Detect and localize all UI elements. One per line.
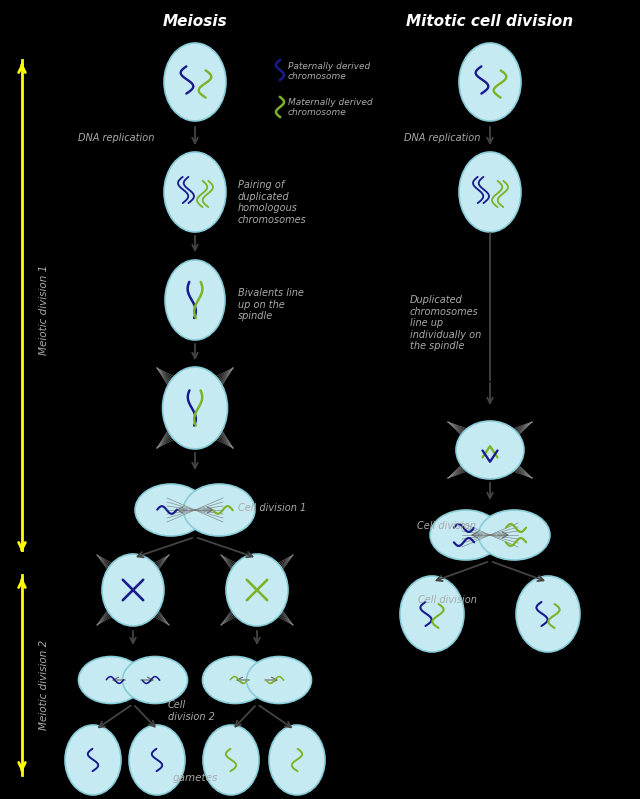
Text: Cell division 1: Cell division 1 bbox=[238, 503, 307, 513]
Text: Pairing of
duplicated
homologous
chromosomes: Pairing of duplicated homologous chromos… bbox=[238, 180, 307, 225]
Text: gametes: gametes bbox=[172, 773, 218, 783]
Ellipse shape bbox=[400, 576, 464, 652]
Ellipse shape bbox=[456, 421, 524, 479]
Text: Meiotic division 2: Meiotic division 2 bbox=[39, 640, 49, 730]
Text: Meiosis: Meiosis bbox=[163, 14, 227, 30]
Text: Mitotic cell division: Mitotic cell division bbox=[406, 14, 573, 30]
Ellipse shape bbox=[79, 657, 143, 703]
Text: Cell
division 2: Cell division 2 bbox=[168, 700, 215, 721]
Text: DNA replication: DNA replication bbox=[404, 133, 481, 143]
Ellipse shape bbox=[246, 657, 312, 703]
Ellipse shape bbox=[165, 260, 225, 340]
Text: Cell division: Cell division bbox=[417, 521, 476, 531]
Ellipse shape bbox=[129, 725, 185, 795]
Text: Bivalents line
up on the
spindle: Bivalents line up on the spindle bbox=[238, 288, 304, 321]
Text: Cell division: Cell division bbox=[418, 595, 477, 605]
Ellipse shape bbox=[479, 510, 550, 560]
Ellipse shape bbox=[184, 484, 255, 536]
Text: Duplicated
chromosomes
line up
individually on
the spindle: Duplicated chromosomes line up individua… bbox=[410, 295, 481, 352]
Text: Maternally derived
chromosome: Maternally derived chromosome bbox=[288, 98, 372, 117]
Ellipse shape bbox=[269, 725, 325, 795]
Ellipse shape bbox=[135, 484, 207, 536]
Ellipse shape bbox=[164, 43, 226, 121]
Ellipse shape bbox=[202, 657, 268, 703]
Ellipse shape bbox=[163, 367, 227, 449]
Ellipse shape bbox=[459, 43, 521, 121]
Text: Paternally derived
chromosome: Paternally derived chromosome bbox=[288, 62, 371, 81]
Ellipse shape bbox=[516, 576, 580, 652]
Ellipse shape bbox=[430, 510, 502, 560]
Text: DNA replication: DNA replication bbox=[78, 133, 154, 143]
Ellipse shape bbox=[164, 152, 226, 232]
Ellipse shape bbox=[65, 725, 121, 795]
Ellipse shape bbox=[102, 554, 164, 626]
Text: Meiotic division 1: Meiotic division 1 bbox=[39, 265, 49, 355]
Ellipse shape bbox=[122, 657, 188, 703]
Ellipse shape bbox=[459, 152, 521, 232]
Ellipse shape bbox=[203, 725, 259, 795]
Ellipse shape bbox=[226, 554, 288, 626]
